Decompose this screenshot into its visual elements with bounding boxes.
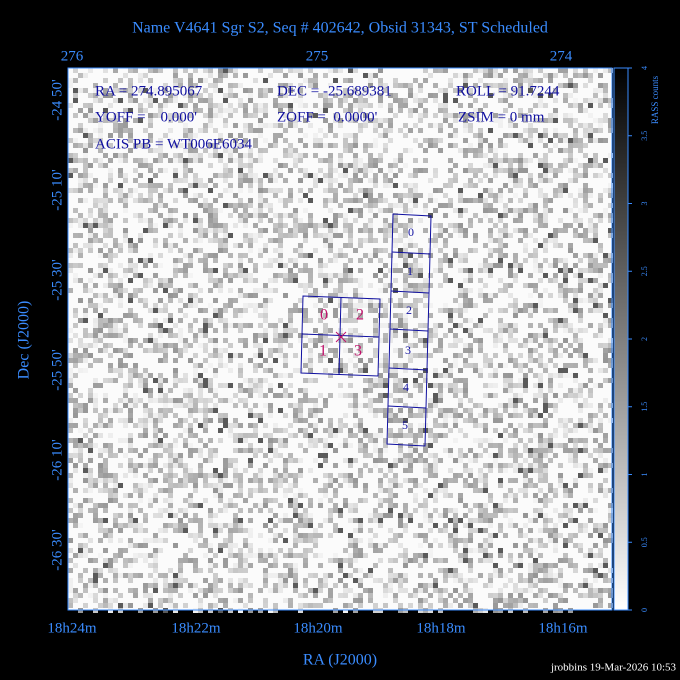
footer: jrobbins 19-Mar-2026 10:53 [550,662,677,674]
chip-label: 4 [403,380,409,394]
chip-label: 3 [354,343,362,360]
chip-divider [390,290,430,294]
plot-frame [67,67,613,611]
top-tick-label: 275 [306,48,329,64]
bottom-tick-label: 18h18m [416,620,466,636]
annotation: ZOFF = 0.0000' [277,109,378,125]
bottom-tick-label: 18h22m [171,620,221,636]
colorbar-tick-label: 2 [640,337,649,341]
top-tick-label: 274 [550,48,573,64]
top-tick-label: 276 [61,48,84,64]
chip-label: 1 [407,264,413,278]
chip-outline [300,295,381,377]
chip-label: 3 [405,343,411,357]
colorbar [613,67,629,611]
annotation: YOFF = 0.000' [95,109,197,125]
chip-divider [391,251,431,255]
colorbar-tick-label: 0 [640,608,649,612]
chip-divider [389,328,429,332]
annotation: ZSIM = 0 mm [458,109,545,125]
left-tick-label: -26 10' [49,439,65,481]
sky-noise [68,68,613,613]
colorbar-label: RASS counts [650,75,660,124]
chip-label: 0 [408,225,414,239]
colorbar-tick-label: 4 [640,66,649,70]
annotation: ROLL = 91.7244 [456,83,560,99]
chip-label: 0 [320,307,328,324]
left-tick-label: -24 50' [49,79,65,121]
title: Name V4641 Sgr S2, Seq # 402642, Obsid 3… [132,20,548,37]
chip-divider [388,367,428,371]
left-tick-label: -25 50' [49,349,65,391]
aimpoint [335,331,347,343]
x-axis-label: RA (J2000) [303,652,377,669]
chip-divider [387,405,427,409]
left-tick-label: -25 10' [49,169,65,211]
colorbar-tick-label: 3.5 [640,131,649,141]
bottom-tick-label: 18h16m [538,620,588,636]
colorbar-tick-label: 2.5 [640,266,649,276]
chip-label: 2 [356,307,364,324]
annotation: ACIS PB = WT006E6034 [95,136,252,152]
bottom-tick-label: 18h20m [293,620,343,636]
y-axis-label: Dec (J2000) [16,301,33,380]
colorbar-tick-label: 1.5 [640,402,649,412]
chip-label: 1 [319,343,327,360]
annotation: RA = 274.895067 [95,83,203,99]
chip-outline [386,213,432,447]
left-tick-label: -25 30' [49,259,65,301]
colorbar-tick-label: 0.5 [640,537,649,547]
chip-label: 5 [402,418,408,432]
colorbar-tick-label: 3 [640,202,649,206]
left-tick-label: -26 30' [49,529,65,571]
annotation: DEC = -25.689381 [277,83,392,99]
chip-label: 2 [406,303,412,317]
bottom-tick-label: 18h24m [47,620,97,636]
colorbar-tick-label: 1 [640,473,649,477]
chip-divider [301,333,380,338]
acis-s-array [386,213,432,447]
